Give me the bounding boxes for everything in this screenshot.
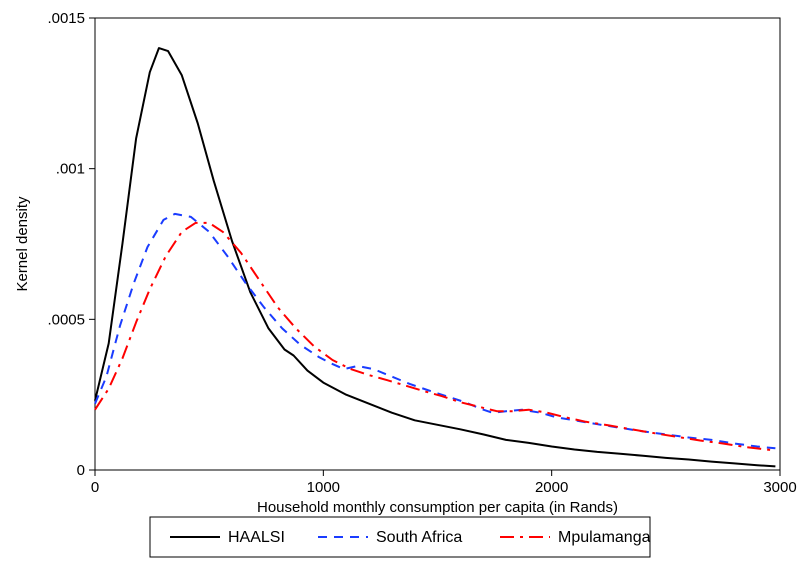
x-tick-label: 2000 <box>535 479 568 496</box>
chart-svg: 0 1000 2000 3000 Household monthly consumpti… <box>0 0 800 570</box>
plot-area <box>95 18 780 470</box>
legend-label: HAALSI <box>228 529 285 546</box>
y-axis-label: Kernel density <box>14 196 31 292</box>
y-tick-label: 0 <box>77 462 85 479</box>
x-axis-label: Household monthly consumption per capita… <box>257 499 618 516</box>
legend-label: Mpulamanga <box>558 529 651 546</box>
y-tick-label: .001 <box>56 161 85 178</box>
x-tick-label: 3000 <box>763 479 796 496</box>
kernel-density-chart: 0 1000 2000 3000 Household monthly consumpti… <box>0 0 800 570</box>
legend-label: South Africa <box>376 529 462 546</box>
x-tick-label: 0 <box>91 479 99 496</box>
y-tick-label: .0015 <box>47 10 85 27</box>
y-tick-label: .0005 <box>47 311 85 328</box>
x-tick-label: 1000 <box>307 479 340 496</box>
